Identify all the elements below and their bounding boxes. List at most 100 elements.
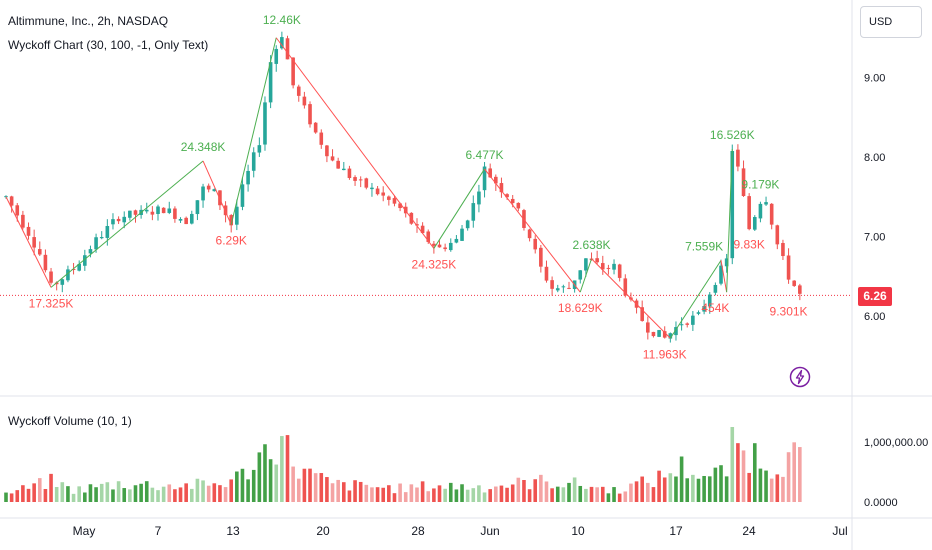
candle-body — [336, 160, 340, 169]
volume-bar — [741, 450, 746, 502]
wave-volume-label: 9.179K — [741, 177, 779, 191]
candle-body — [229, 215, 233, 226]
candle-body — [370, 187, 374, 190]
candle-body — [448, 242, 453, 251]
candle-body — [88, 249, 93, 254]
wave-line — [230, 37, 277, 225]
volume-bar — [353, 480, 357, 502]
candle-body — [657, 330, 661, 337]
candle-body — [235, 206, 239, 225]
volume-bar — [358, 481, 363, 502]
volume-bar — [128, 489, 132, 502]
volume-bar — [640, 476, 644, 502]
volume-bar — [420, 481, 425, 502]
wave-volume-label: 18.629K — [558, 301, 603, 315]
volume-bar — [347, 490, 352, 502]
volume-bar — [229, 479, 233, 502]
volume-bar — [792, 442, 796, 502]
volume-bar — [544, 481, 549, 502]
candle-body — [617, 264, 622, 278]
candle-body — [719, 265, 723, 284]
volume-bar — [184, 483, 188, 502]
volume-bar — [319, 473, 324, 502]
candle-body — [713, 284, 718, 293]
wave-volume-label: 12.46K — [263, 13, 301, 27]
candle-body — [263, 102, 267, 145]
wave-volume-label: 9.83K — [733, 238, 764, 252]
candle-body — [285, 38, 290, 60]
candle-body — [49, 271, 53, 283]
wave-volume-label: 6.29K — [216, 234, 247, 248]
volume-bar — [398, 483, 402, 502]
candle-body — [161, 207, 166, 214]
wave-volume-label: 7.559K — [685, 239, 723, 253]
lightning-bolt-icon[interactable] — [789, 366, 811, 388]
volume-bar — [195, 478, 200, 502]
volume-bar — [499, 485, 504, 502]
candle-body — [291, 57, 295, 86]
volume-bar — [471, 488, 476, 502]
candle-body — [347, 168, 352, 178]
candle-body — [9, 196, 14, 206]
candle-body — [454, 238, 459, 243]
candle-body — [302, 96, 307, 106]
candle-body — [201, 186, 205, 201]
wave-volume-label: 24.348K — [181, 140, 226, 154]
candle-body — [218, 190, 222, 206]
volume-bar — [702, 475, 706, 502]
wave-line — [669, 260, 722, 339]
volume-bar — [465, 489, 470, 502]
currency-button[interactable]: USD — [860, 6, 922, 38]
volume-bar — [567, 482, 571, 502]
wave-line — [275, 37, 435, 249]
volume-bar — [156, 490, 160, 502]
wyckoff-chart-indicator-label[interactable]: Wyckoff Chart (30, 100, -1, Only Text) — [8, 38, 209, 52]
candle-body — [696, 312, 701, 314]
candle-body — [15, 205, 20, 216]
wyckoff-volume-indicator-label[interactable]: Wyckoff Volume (10, 1) — [8, 414, 132, 428]
candle-body — [606, 267, 611, 269]
candle-body — [308, 104, 312, 125]
time-tick-label: 13 — [226, 524, 240, 538]
candle-body — [144, 209, 149, 212]
candle-body — [173, 208, 177, 219]
volume-bar — [674, 476, 678, 502]
volume-bar — [443, 488, 447, 502]
volume-bar — [99, 483, 104, 502]
volume-bar — [432, 488, 436, 502]
volume-bar — [786, 452, 791, 502]
candle-body — [662, 331, 667, 338]
volume-bar — [9, 493, 14, 502]
candle-body — [358, 179, 363, 181]
candle-body — [223, 205, 228, 216]
symbol-title[interactable]: Altimmune, Inc., 2h, NASDAQ — [8, 14, 169, 28]
candle-body — [4, 196, 8, 198]
candle-body — [392, 198, 397, 204]
candle-body — [764, 202, 768, 205]
candle-body — [26, 226, 31, 236]
volume-bar — [415, 487, 419, 502]
volume-bar — [747, 472, 751, 502]
volume-bar — [251, 469, 256, 502]
volume-bar — [201, 480, 205, 502]
volume-bar — [634, 481, 639, 502]
volume-bar — [713, 467, 718, 502]
volume-bar — [522, 480, 526, 502]
wave-volume-label: 454K — [701, 301, 729, 315]
volume-bar — [257, 452, 262, 502]
volume-bar — [223, 487, 228, 502]
candle-body — [66, 269, 70, 281]
candle-body — [460, 228, 464, 241]
volume-bar — [752, 443, 757, 502]
volume-bar — [77, 486, 81, 502]
candle-body — [674, 327, 678, 336]
volume-bar — [167, 484, 172, 502]
volume-bar — [235, 471, 239, 502]
volume-bar — [668, 473, 673, 502]
candle-body — [786, 255, 791, 280]
volume-bar — [516, 477, 521, 502]
candle-body — [319, 132, 324, 145]
candle-body — [499, 183, 504, 193]
